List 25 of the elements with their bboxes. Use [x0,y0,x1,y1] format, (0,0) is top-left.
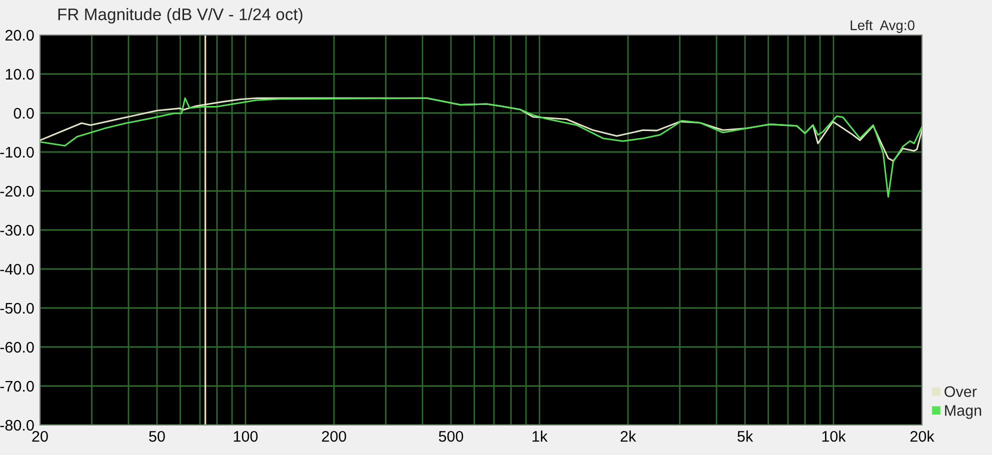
x-tick-label: 20 [32,430,48,442]
y-tick-label: -60.0 [0,342,34,353]
y-tick-label: -80.0 [0,420,34,431]
x-tick-label: 1k [532,430,548,442]
legend-label: Magn [945,405,982,419]
y-tick-label: 0.0 [14,108,34,119]
chart-title: FR Magnitude (dB V/V - 1/24 oct) [58,8,302,24]
x-tick-label: 2k [620,430,636,442]
legend-label: Over [944,386,977,398]
y-tick-label: -20.0 [0,186,34,197]
text: Left Avg:0 [850,20,914,33]
y-tick-label: -30.0 [0,224,34,236]
y-tick-label: -50.0 [0,302,34,314]
y-tick-label: 10.0 [6,68,34,80]
y-tick-label: -70.0 [0,380,34,392]
x-tick-label: 100 [234,430,258,442]
y-tick-label: -10.0 [0,146,34,158]
x-tick-label: 200 [322,430,346,442]
x-tick-label: 50 [149,430,165,442]
x-tick-label: 500 [438,430,464,442]
x-tick-label: 20k [910,430,934,442]
x-tick-label: 10k [822,430,846,442]
y-tick-label: -40.0 [0,264,34,275]
y-tick-label: 20.0 [5,30,34,41]
x-tick-label: 5k [738,430,754,442]
